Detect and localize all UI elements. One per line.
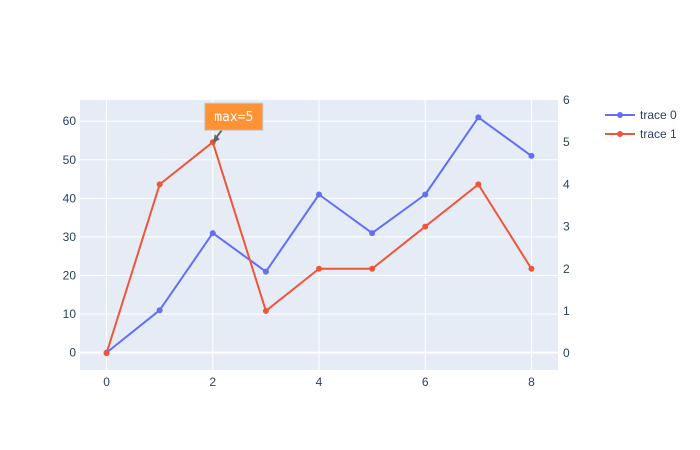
tick-labels: 0 2 4 6 8 0 10 20 30 40 50 60 0 1 2 3 4 5 6 [63, 93, 570, 389]
series-layer [103, 114, 535, 357]
data-point [262, 268, 269, 275]
legend-marker [617, 131, 623, 137]
data-point [156, 181, 163, 188]
y-right-tick-label: 2 [563, 262, 570, 276]
annotation: max=5 [204, 102, 264, 144]
data-point [316, 265, 322, 272]
data-point [262, 307, 269, 314]
x-tick-label: 2 [209, 375, 216, 389]
data-point [369, 265, 376, 272]
legend-label: trace 1 [640, 127, 677, 141]
x-tick-label: 8 [528, 375, 535, 389]
data-point [103, 350, 110, 357]
legend-label: trace 0 [640, 108, 677, 122]
annotation-layer: max=5 [204, 102, 264, 144]
data-point [422, 223, 429, 230]
data-point [528, 265, 535, 272]
x-tick-label: 4 [316, 375, 323, 389]
legend-item-1[interactable]: trace 1 [605, 127, 677, 141]
y-right-tick-label: 4 [563, 177, 570, 191]
data-point [369, 230, 376, 237]
data-point [156, 307, 163, 314]
y-left-tick-label: 60 [63, 114, 77, 128]
legend: trace 0 trace 1 [605, 108, 677, 141]
data-point [209, 230, 216, 237]
y-right-tick-label: 5 [563, 135, 570, 149]
annotation-arrowhead [212, 134, 220, 144]
y-left-tick-label: 10 [63, 307, 77, 321]
legend-marker [617, 112, 623, 118]
y-left-tick-label: 40 [63, 191, 77, 205]
data-point [475, 181, 482, 188]
y-left-tick-label: 0 [69, 346, 76, 360]
series-1 [103, 139, 535, 357]
y-left-tick-label: 30 [63, 230, 77, 244]
y-right-tick-label: 6 [563, 93, 570, 107]
annotation-text: max=5 [214, 110, 253, 125]
data-point [422, 191, 429, 198]
y-right-tick-label: 1 [563, 304, 570, 318]
y-left-tick-label: 20 [63, 269, 77, 283]
x-tick-label: 0 [103, 375, 110, 389]
y-left-tick-label: 50 [63, 153, 77, 167]
x-tick-label: 6 [422, 375, 429, 389]
data-point [475, 114, 482, 121]
gridlines [80, 100, 558, 370]
data-point [316, 191, 322, 198]
y-right-tick-label: 3 [563, 220, 570, 234]
legend-item-0[interactable]: trace 0 [605, 108, 677, 122]
data-point [528, 152, 535, 159]
y-right-tick-label: 0 [563, 346, 570, 360]
annotation-box [204, 102, 264, 131]
